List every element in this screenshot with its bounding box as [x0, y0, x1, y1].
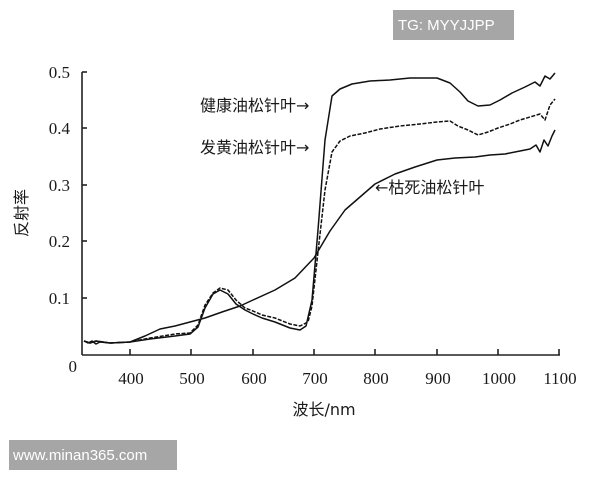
annotations: 健康油松针叶→ 发黄油松针叶→ ←枯死油松针叶	[200, 96, 484, 197]
watermark-top-right: TG: MYYJJPP	[393, 10, 514, 40]
y-tick-label: 0.3	[49, 176, 70, 195]
series-yellow-needles	[83, 98, 556, 344]
x-tick-label: 400	[118, 369, 144, 388]
x-tick-label: 500	[179, 369, 205, 388]
y-tick-label: 0.5	[49, 63, 70, 82]
y-tick-label: 0.1	[49, 289, 70, 308]
y-tick-label: 0.4	[49, 119, 71, 138]
x-tick-label: 600	[241, 369, 267, 388]
y-tick-label: 0	[69, 357, 78, 376]
x-tick-label: 700	[302, 369, 328, 388]
x-tick-labels: 400 500 600 700 800 900 1000 1100	[118, 369, 576, 388]
y-tick-labels: 0.5 0.4 0.3 0.2 0.1 0	[49, 63, 77, 376]
series-healthy-needles	[83, 72, 556, 344]
x-tick-label: 800	[363, 369, 389, 388]
annotation-healthy: 健康油松针叶→	[200, 96, 309, 115]
axes	[81, 71, 560, 356]
y-tick-label: 0.2	[49, 232, 70, 251]
x-tick-label: 1000	[482, 369, 516, 388]
y-axis-title: 反射率	[12, 189, 31, 237]
x-tick-label: 1100	[543, 369, 576, 388]
annotation-dead: ←枯死油松针叶	[375, 178, 484, 197]
x-tick-label: 900	[425, 369, 451, 388]
annotation-yellow: 发黄油松针叶→	[200, 138, 309, 157]
watermark-bottom-left: www.minan365.com	[9, 440, 177, 470]
series-lines	[83, 72, 556, 345]
x-axis-title: 波长/nm	[292, 400, 355, 419]
